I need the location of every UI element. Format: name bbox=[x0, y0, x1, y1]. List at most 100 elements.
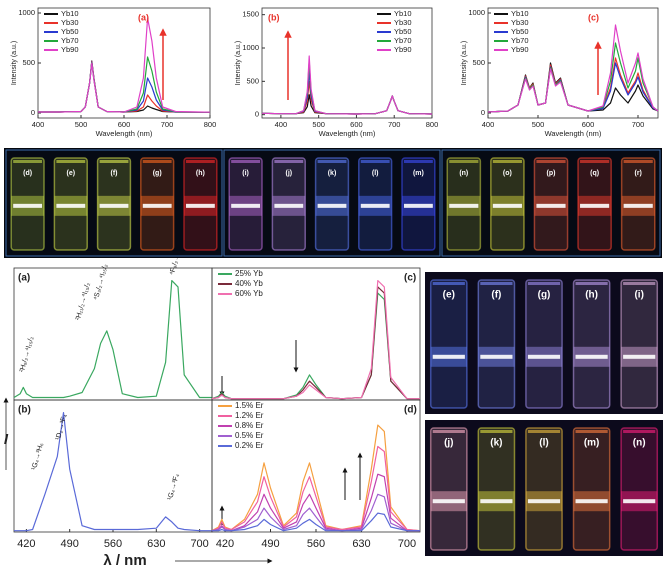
x-axis-label: Wavelength (nm) bbox=[319, 129, 376, 138]
vial-label: (n) bbox=[459, 170, 468, 177]
x-axis-label: Wavelength (nm) bbox=[545, 129, 602, 138]
vial bbox=[477, 279, 516, 409]
legend-label: Yb50 bbox=[61, 27, 79, 36]
y-tick-label: 0 bbox=[31, 108, 35, 117]
vial-cap bbox=[449, 160, 479, 163]
vial-cap bbox=[480, 430, 513, 433]
photo-bg bbox=[223, 149, 441, 257]
vial-band bbox=[231, 203, 261, 208]
y-tick-label: 1500 bbox=[242, 10, 259, 19]
vial-cap bbox=[580, 160, 610, 163]
panel-label: (b) bbox=[18, 405, 31, 416]
x-tick-label: 500 bbox=[75, 120, 88, 129]
transition-label: ²H₁₁/₂→⁴I₁₅/₂ bbox=[75, 282, 92, 321]
x-tick-label: 700 bbox=[161, 120, 174, 129]
vial-cap bbox=[432, 430, 465, 433]
vial bbox=[477, 427, 516, 551]
vial-cap bbox=[623, 160, 653, 163]
vial-cap bbox=[623, 430, 656, 433]
x-tick-label: 630 bbox=[147, 538, 165, 550]
vial-band bbox=[623, 354, 656, 359]
photo-bg bbox=[5, 149, 223, 257]
vial-cap bbox=[623, 282, 656, 285]
vial bbox=[429, 279, 468, 409]
vial-cap bbox=[56, 160, 86, 163]
vial-band bbox=[536, 203, 566, 208]
vial-label: (e) bbox=[67, 170, 76, 177]
vial-band bbox=[360, 203, 390, 208]
vial-label: (k) bbox=[490, 438, 502, 449]
x-tick-label: 600 bbox=[118, 120, 131, 129]
x-tick-label: 700 bbox=[388, 120, 401, 129]
legend-label: 0.2% Er bbox=[235, 441, 264, 450]
legend-label: Yb30 bbox=[511, 18, 529, 27]
vial-band bbox=[185, 203, 215, 208]
vial-label: (l) bbox=[539, 438, 548, 449]
x-tick-label: 700 bbox=[632, 120, 645, 129]
x-tick-label: 600 bbox=[582, 120, 595, 129]
spectrum-line bbox=[38, 56, 211, 113]
vial-cap bbox=[142, 160, 172, 163]
vial-cap bbox=[99, 160, 129, 163]
vial-cap bbox=[480, 282, 513, 285]
legend-label: Yb10 bbox=[61, 9, 79, 18]
transition-label: ⁴S₃/₂→⁴I₁₅/₂ bbox=[93, 263, 109, 301]
spectrum-line bbox=[212, 512, 420, 532]
vial-cap bbox=[13, 160, 43, 163]
vial bbox=[572, 427, 611, 551]
legend-label: Yb70 bbox=[511, 36, 529, 45]
legend-label: 1.2% Er bbox=[235, 411, 264, 420]
x-tick-label: 400 bbox=[482, 120, 495, 129]
panel-label: (c) bbox=[588, 12, 599, 22]
vial-label: (f) bbox=[491, 290, 501, 301]
vial-label: (h) bbox=[196, 170, 205, 177]
plot-frame bbox=[13, 399, 213, 533]
vial-band bbox=[580, 203, 610, 208]
vial-label: (g) bbox=[153, 170, 162, 177]
vial-label: (j) bbox=[285, 170, 292, 177]
vial bbox=[525, 427, 563, 551]
vial-label: (o) bbox=[503, 170, 512, 177]
legend-label: Yb50 bbox=[394, 27, 412, 36]
photo-bg bbox=[425, 272, 663, 414]
vial-label: (f) bbox=[111, 170, 118, 177]
vial-band bbox=[142, 203, 172, 208]
x-tick-label: 490 bbox=[261, 538, 279, 550]
vial-band bbox=[575, 499, 608, 504]
vial bbox=[620, 427, 659, 551]
vial-band bbox=[527, 499, 561, 504]
legend-label: Yb30 bbox=[394, 18, 412, 27]
vial bbox=[620, 279, 659, 409]
legend-label: Yb90 bbox=[511, 45, 529, 54]
legend-label: Yb50 bbox=[511, 27, 529, 36]
vial-label: (l) bbox=[372, 170, 379, 177]
vial-cap bbox=[274, 160, 304, 163]
spectrum-line bbox=[261, 55, 433, 115]
vial-label: (m) bbox=[413, 170, 424, 177]
vial-label: (g) bbox=[538, 290, 551, 301]
legend-label: 60% Yb bbox=[235, 289, 263, 298]
y-axis-label: Intensity (a.u.) bbox=[235, 41, 242, 85]
spectrum-line bbox=[487, 57, 659, 113]
y-tick-label: 500 bbox=[22, 58, 35, 67]
vial-label: (d) bbox=[23, 170, 32, 177]
legend-label: 25% Yb bbox=[235, 269, 263, 278]
vial-label: (h) bbox=[585, 290, 598, 301]
legend-label: Yb70 bbox=[61, 36, 79, 45]
vial-band bbox=[575, 354, 608, 359]
plot-frame bbox=[261, 7, 433, 119]
legend-label: 0.8% Er bbox=[235, 421, 264, 430]
photo-bg bbox=[441, 149, 661, 257]
vial-label: (q) bbox=[590, 170, 599, 177]
panel-label: (c) bbox=[404, 273, 416, 284]
transition-label: ²H₉/₂→⁴I₁₅/₂ bbox=[19, 336, 35, 373]
y-tick-label: 0 bbox=[481, 108, 485, 117]
spectrum-line bbox=[38, 60, 211, 113]
legend-label: 40% Yb bbox=[235, 279, 263, 288]
x-tick-label: 500 bbox=[532, 120, 545, 129]
vial-cap bbox=[527, 430, 561, 433]
vial-cap bbox=[527, 282, 561, 285]
spectrum-line bbox=[211, 280, 420, 400]
x-tick-label: 800 bbox=[204, 120, 217, 129]
